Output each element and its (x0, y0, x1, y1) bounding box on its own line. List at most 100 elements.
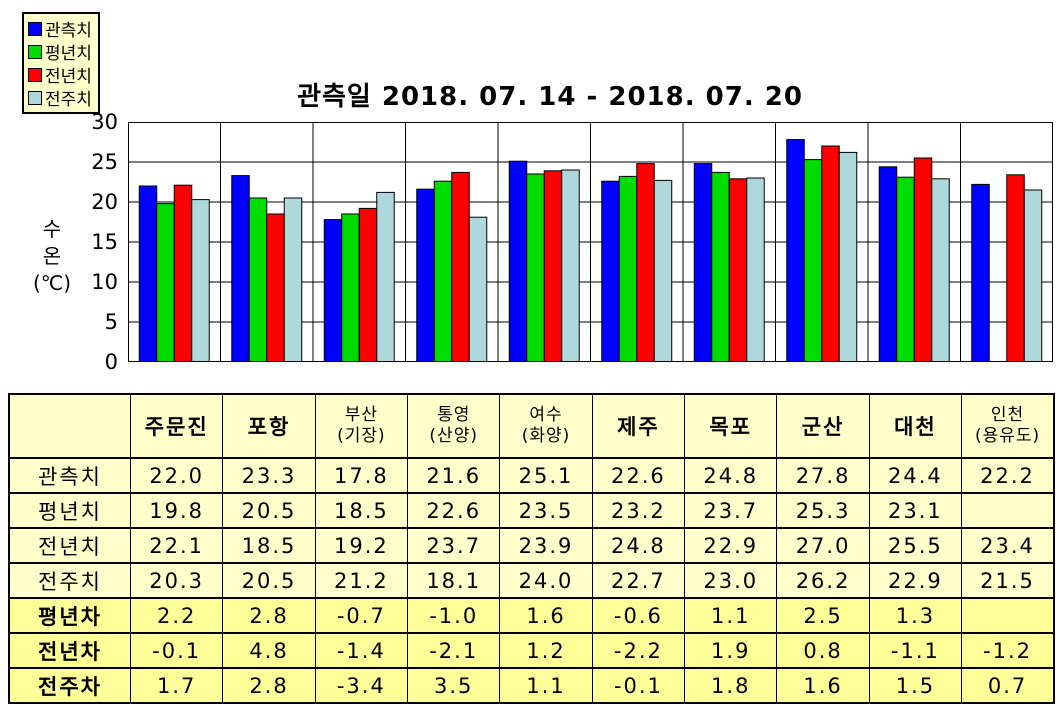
row-label: 전주차 (8, 667, 131, 704)
column-header: 군산 (776, 393, 870, 459)
bar (803, 159, 823, 362)
row-label: 전년치 (8, 527, 131, 564)
data-cell: 23.1 (868, 492, 963, 529)
data-cell: 19.2 (314, 527, 409, 564)
data-cell: 1.1 (499, 667, 593, 704)
chart-legend: 관측치 평년치 전년치 전주치 (22, 12, 100, 114)
table-header: 주문진 포항 부산 (기장) 통영 (산양) 여수 (화양) 제주 목포 군산 대천 인천 (용유… (8, 393, 1055, 459)
table-row: 평년치 19.8 20.5 18.5 22.6 23.5 23.2 23.7 25.3 23.1 (8, 492, 1055, 529)
legend-label: 관측치 (45, 21, 92, 41)
data-cell: 22.9 (868, 562, 963, 599)
legend-item: 전년치 (28, 63, 92, 87)
bar (693, 163, 713, 362)
y-axis-tick-label: 15 (91, 230, 118, 254)
table-body: 관측치 22.0 23.3 17.8 21.6 25.1 22.6 24.8 27.8 24.4 2… (8, 457, 1055, 704)
bar (526, 173, 545, 362)
data-cell: 21.5 (961, 562, 1055, 599)
data-cell: 19.8 (129, 492, 224, 529)
data-cell: 22.0 (129, 457, 224, 494)
bar (266, 213, 285, 362)
data-cell: -2.2 (591, 632, 686, 669)
data-cell: 21.6 (407, 457, 501, 494)
data-cell: 23.7 (684, 492, 778, 529)
legend-color-swatch (28, 90, 42, 105)
data-cell: -3.4 (314, 667, 409, 704)
chart-title: 관측일 2018. 07. 14 - 2018. 07. 20 (297, 82, 803, 112)
data-cell: 1.1 (684, 597, 778, 634)
data-cell: 23.0 (684, 562, 778, 599)
data-cell: 22.6 (591, 457, 686, 494)
legend-label: 평년치 (45, 44, 92, 64)
column-header: 목포 (684, 393, 778, 459)
y-axis-tick-label: 10 (91, 270, 118, 294)
data-cell: 21.2 (314, 562, 409, 599)
bar (838, 151, 858, 362)
data-cell: 22.9 (684, 527, 778, 564)
legend-color-swatch (28, 44, 42, 59)
data-cell: -1.0 (407, 597, 501, 634)
legend-color-swatch (28, 21, 42, 36)
table-row: 전년치 22.1 18.5 19.2 23.7 23.9 24.8 22.9 27.0 25.5 2… (8, 527, 1055, 564)
column-header: 인천 (용유도) (961, 393, 1055, 459)
bar (636, 163, 655, 362)
bar (451, 171, 470, 362)
bar (878, 166, 898, 362)
column-header: 통영 (산양) (407, 393, 501, 459)
data-cell: 1.8 (684, 667, 778, 704)
data-cell: 0.8 (776, 632, 870, 669)
bar (561, 169, 580, 362)
bar (711, 171, 730, 362)
data-cell: -1.4 (314, 632, 409, 669)
bar (468, 216, 488, 362)
bar (173, 184, 193, 362)
row-label: 관측치 (8, 457, 131, 494)
data-cell: 1.3 (868, 597, 963, 634)
data-cell: -0.1 (129, 632, 224, 669)
data-cell: 1.6 (499, 597, 593, 634)
table-row: 평년차 2.2 2.8 -0.7 -1.0 1.6 -0.6 1.1 2.5 1.3 (8, 597, 1055, 634)
bar (786, 139, 805, 362)
data-cell: 20.5 (222, 492, 316, 529)
data-cell: 4.8 (222, 632, 316, 669)
bar (913, 157, 933, 362)
y-axis-tick-label: 25 (91, 150, 118, 174)
bar (653, 179, 673, 362)
data-table: 주문진 포항 부산 (기장) 통영 (산양) 여수 (화양) 제주 목포 군산 대천 인천 (용유… (8, 393, 1055, 704)
bar (896, 176, 915, 362)
bar (416, 188, 435, 362)
data-cell: 23.2 (591, 492, 686, 529)
y-axis-tick-label: 5 (104, 310, 118, 334)
bar (433, 180, 453, 362)
data-cell: 2.8 (222, 597, 316, 634)
y-axis-tick-label: 30 (91, 110, 118, 134)
data-cell: 23.4 (961, 527, 1055, 564)
legend-label: 전년치 (45, 67, 92, 87)
data-cell (961, 492, 1055, 529)
data-cell: 25.1 (499, 457, 593, 494)
data-cell: 18.1 (407, 562, 501, 599)
table-row: 관측치 22.0 23.3 17.8 21.6 25.1 22.6 24.8 27.8 24.4 2… (8, 457, 1055, 494)
row-label: 평년치 (8, 492, 131, 529)
bar (543, 170, 563, 362)
bar (341, 213, 360, 362)
data-cell: 2.2 (129, 597, 224, 634)
row-label: 전년차 (8, 632, 131, 669)
bar (746, 177, 765, 362)
column-header: 부산 (기장) (314, 393, 409, 459)
data-cell: 1.9 (684, 632, 778, 669)
data-cell: 22.1 (129, 527, 224, 564)
data-cell: -0.1 (591, 667, 686, 704)
data-cell: 23.7 (407, 527, 501, 564)
bar (283, 197, 303, 362)
data-cell: 1.2 (499, 632, 593, 669)
data-cell: 24.0 (499, 562, 593, 599)
data-cell: 22.6 (407, 492, 501, 529)
data-cell: 1.5 (868, 667, 963, 704)
data-cell: 17.8 (314, 457, 409, 494)
column-header: 여수 (화양) (499, 393, 593, 459)
table-row: 전주차 1.7 2.8 -3.4 3.5 1.1 -0.1 1.8 1.6 1.5 0.7 (8, 667, 1055, 704)
bar (248, 197, 268, 362)
data-cell: 27.8 (776, 457, 870, 494)
data-cell: 1.6 (776, 667, 870, 704)
